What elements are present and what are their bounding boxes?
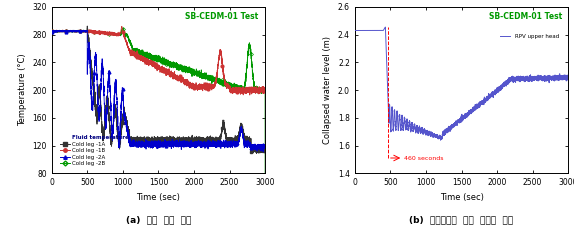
Y-axis label: Temperature (°C): Temperature (°C) (18, 54, 27, 126)
Text: 460 seconds: 460 seconds (404, 155, 444, 161)
Text: SB-CEDM-01 Test: SB-CEDM-01 Test (488, 12, 562, 21)
Text: (b)  원자로용기  상부  헤드의  수위: (b) 원자로용기 상부 헤드의 수위 (409, 215, 514, 224)
X-axis label: Time (sec): Time (sec) (137, 193, 180, 202)
Text: (a)  배관  유체  온도: (a) 배관 유체 온도 (126, 215, 191, 224)
Legend: RPV upper head: RPV upper head (498, 31, 561, 41)
Text: SB-CEDM-01 Test: SB-CEDM-01 Test (185, 12, 259, 21)
X-axis label: Time (sec): Time (sec) (440, 193, 483, 202)
Y-axis label: Collapsed water level (m): Collapsed water level (m) (323, 36, 332, 144)
Legend: Fluid temperature, Cold leg -1A, Cold leg -1B, Cold leg -2A, Cold leg -2B: Fluid temperature, Cold leg -1A, Cold le… (57, 133, 131, 168)
